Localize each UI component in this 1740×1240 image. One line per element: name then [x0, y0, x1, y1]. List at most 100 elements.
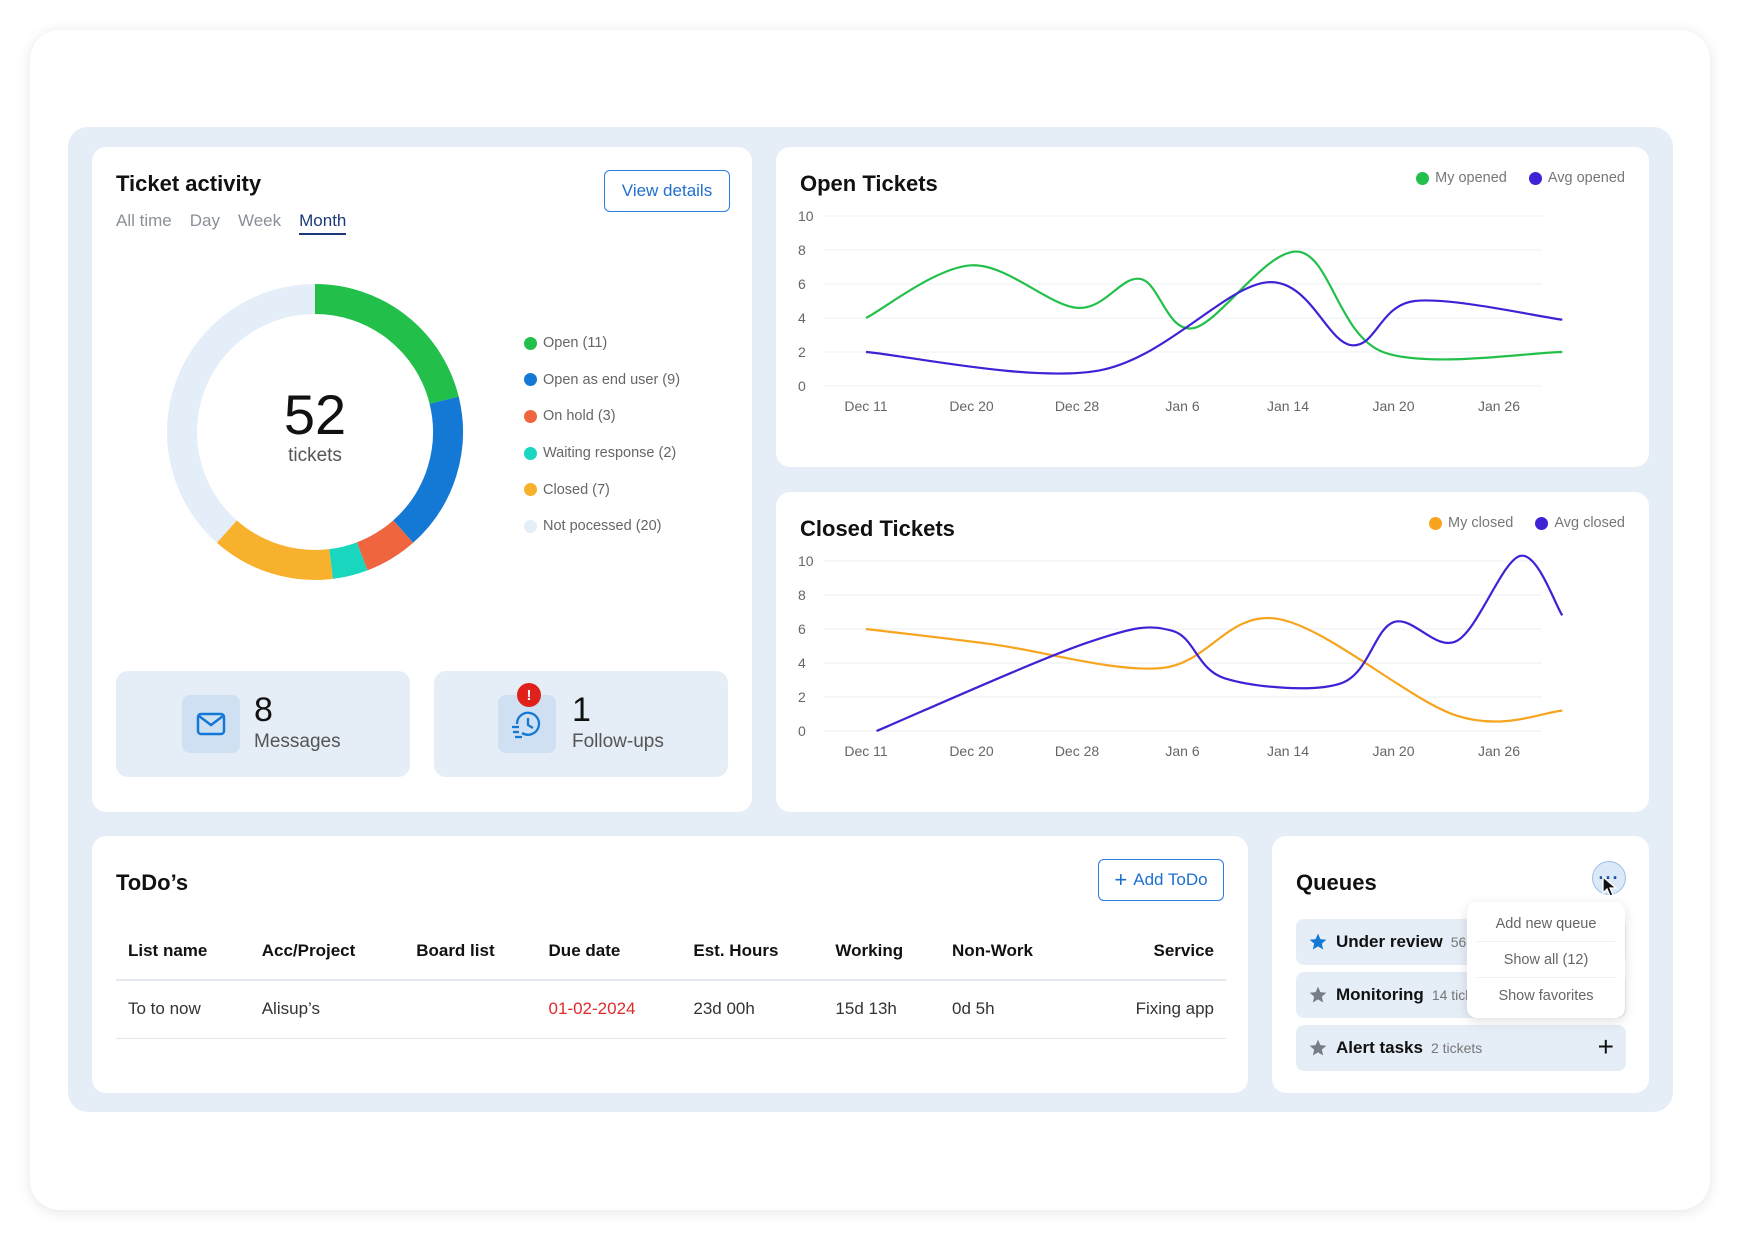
donut-legend: Open (11) Open as end user (9) On hold (3)… [524, 325, 680, 545]
col-acc-project[interactable]: Acc/Project [249, 922, 405, 981]
legend-dot [524, 519, 537, 533]
open-tickets-panel: 0 2 4 6 8 10 Dec 11 Dec 20 Dec 28 Jan 6 Jan 14 Jan … [776, 147, 1649, 467]
donut-slice-0[interactable] [314, 284, 459, 405]
messages-label: Messages [254, 731, 341, 752]
open-tickets-title: Open Tickets [800, 171, 938, 196]
col-board-list[interactable]: Board list [404, 922, 537, 981]
series-line-my-closed [865, 616, 1563, 723]
closed-tickets-title: Closed Tickets [800, 516, 955, 541]
mouse-cursor-icon [1602, 876, 1618, 897]
legend-item: Open (11) [524, 325, 680, 362]
table-row[interactable]: To to now Alisup’s 01-02-2024 23d 00h 15… [116, 980, 1226, 1039]
col-est-hours[interactable]: Est. Hours [681, 922, 824, 981]
col-service[interactable]: Service [1076, 922, 1226, 981]
followups-label: Follow-ups [572, 731, 664, 752]
col-list-name[interactable]: List name [116, 922, 250, 981]
legend-label: On hold (3) [543, 408, 616, 425]
menu-show-favorites[interactable]: Show favorites [1498, 988, 1594, 1004]
y-tick-label: 2 [798, 689, 806, 705]
series-line-avg-closed [876, 554, 1564, 733]
x-tick-label: Dec 11 [844, 398, 888, 414]
queues-dropdown-menu: Add new queue Show all (12) Show favorit… [1467, 902, 1625, 1018]
followups-card[interactable]: ! 1 Follow-ups [434, 671, 728, 777]
donut-slice-1[interactable] [392, 396, 463, 543]
legend-item: Open as end user (9) [524, 362, 680, 399]
col-due-date[interactable]: Due date [536, 922, 682, 981]
y-tick-label: 8 [798, 587, 806, 603]
donut-center: 52 tickets [150, 387, 480, 467]
y-tick-label: 6 [798, 621, 806, 637]
x-tick-label: Dec 20 [949, 398, 994, 414]
legend-label: Waiting response (2) [543, 445, 677, 462]
legend-dot [524, 336, 537, 350]
filter-month[interactable]: Month [299, 211, 347, 235]
ticket-activity-panel: Ticket activity View details All time Da… [92, 147, 752, 812]
cell-board-list [404, 980, 537, 1039]
x-tick-label: Jan 20 [1372, 398, 1414, 414]
view-details-button[interactable]: View details [604, 170, 730, 212]
star-icon[interactable] [1308, 932, 1328, 952]
donut-slice-3[interactable] [328, 542, 368, 579]
legend-my-closed: My closed [1429, 515, 1513, 531]
add-todo-label: Add ToDo [1133, 870, 1208, 889]
y-tick-label: 2 [798, 344, 806, 360]
todo-table: List name Acc/Project Board list Due dat… [116, 922, 1226, 1039]
open-tickets-chart: 0 2 4 6 8 10 Dec 11 Dec 20 Dec 28 Jan 6 Jan 14 Jan … [798, 208, 1563, 414]
add-to-queue-icon[interactable]: + [1597, 1031, 1614, 1062]
x-tick-label: Jan 26 [1478, 743, 1520, 759]
legend-dot [524, 483, 537, 497]
cell-working: 15d 13h [823, 980, 941, 1039]
followups-alert-badge: ! [517, 683, 541, 707]
x-tick-label: Jan 20 [1372, 743, 1414, 759]
y-tick-label: 4 [798, 310, 806, 326]
legend-label: Open as end user (9) [543, 371, 681, 388]
queue-name: Monitoring [1336, 985, 1424, 1004]
menu-show-all[interactable]: Show all (12) [1477, 942, 1615, 978]
messages-card[interactable]: 8 Messages [116, 671, 410, 777]
cell-due-date: 01-02-2024 [536, 980, 682, 1039]
queue-count: 2 tickets [1430, 1040, 1483, 1056]
x-tick-label: Dec 20 [949, 743, 994, 759]
legend-label: Closed (7) [543, 481, 610, 498]
legend-label: Not pocessed (20) [543, 518, 662, 535]
total-tickets-label: tickets [288, 445, 342, 466]
y-tick-label: 4 [798, 655, 806, 671]
cell-list-name: To to now [116, 980, 250, 1039]
total-tickets-count: 52 [283, 383, 347, 446]
queue-alert-tasks[interactable]: Alert tasks 2 tickets + [1296, 1025, 1626, 1071]
add-todo-button[interactable]: + Add ToDo [1098, 859, 1224, 901]
cell-non-work: 0d 5h [940, 980, 1077, 1039]
col-working[interactable]: Working [823, 922, 941, 981]
x-tick-label: Jan 6 [1165, 743, 1199, 759]
legend-dot [524, 373, 537, 387]
todo-title: ToDo’s [116, 870, 189, 895]
filter-week[interactable]: Week [237, 211, 282, 230]
filter-day[interactable]: Day [189, 211, 220, 230]
filter-all-time[interactable]: All time [116, 211, 172, 230]
x-tick-label: Dec 11 [844, 743, 888, 759]
x-tick-label: Jan 6 [1165, 398, 1199, 414]
menu-add-new-queue[interactable]: Add new queue [1477, 906, 1615, 942]
cell-est-hours: 23d 00h [681, 980, 824, 1039]
queue-name: Alert tasks [1336, 1038, 1423, 1057]
closed-tickets-chart: 0 2 4 6 8 10 Dec 11 Dec 20 Dec 28 Jan 6 Jan 14 Jan … [798, 553, 1564, 759]
tickets-donut-chart [167, 284, 463, 580]
legend-avg-closed: Avg closed [1535, 515, 1625, 531]
donut-slice-5[interactable] [167, 284, 316, 543]
cell-acc-project: Alisup’s [249, 980, 405, 1039]
col-non-work[interactable]: Non-Work [940, 922, 1077, 981]
legend-my-opened: My opened [1416, 170, 1507, 186]
star-icon[interactable] [1308, 985, 1328, 1005]
legend-item: Not pocessed (20) [524, 508, 680, 545]
legend-item: On hold (3) [524, 398, 680, 435]
donut-slice-2[interactable] [356, 520, 414, 571]
x-tick-label: Jan 14 [1267, 398, 1309, 414]
time-filter-tabs: All time Day Week Month [116, 211, 347, 235]
messages-count: 8 [254, 691, 273, 729]
legend-item: Closed (7) [524, 471, 680, 508]
legend-item: Waiting response (2) [524, 435, 680, 472]
legend-dot [524, 446, 537, 460]
donut-slice-4[interactable] [216, 520, 333, 580]
star-icon[interactable] [1308, 1038, 1328, 1058]
x-tick-label: Dec 28 [1055, 743, 1100, 759]
